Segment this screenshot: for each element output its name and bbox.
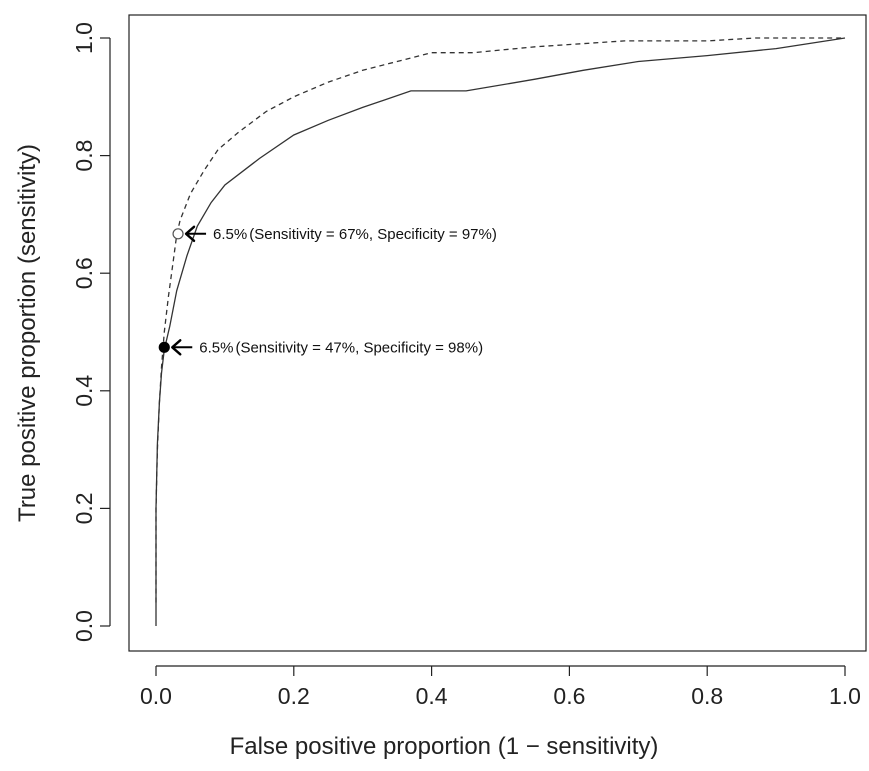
x-tick-label: 0.8 [691, 683, 723, 709]
x-tick-label: 0.6 [553, 683, 585, 709]
y-tick-label: 0.8 [71, 140, 97, 172]
x-axis: 0.0 0.2 0.4 0.6 0.8 1.0 [140, 665, 861, 709]
x-tick-label: 0.0 [140, 683, 172, 709]
annotation-label: 6.5% (Sensitivity = 47%, Specificity = 98… [199, 339, 483, 356]
annotation-detail: (Sensitivity = 67%, Specificity = 97%) [249, 226, 497, 243]
x-tick-label: 0.4 [416, 683, 448, 709]
roc-curve-dashed [155, 37, 845, 603]
y-axis-title: True positive proportion (sensitivity) [14, 144, 41, 522]
x-tick-label: 0.2 [278, 683, 310, 709]
x-tick-label: 1.0 [829, 683, 861, 709]
y-tick-label: 1.0 [71, 22, 97, 54]
annotation-detail: (Sensitivity = 47%, Specificity = 98%) [235, 339, 483, 356]
annotation-arrow-head [171, 339, 182, 356]
y-tick-label: 0.6 [71, 257, 97, 289]
annotation-cutoff: 6.5% [213, 226, 247, 243]
plot-frame [128, 14, 867, 652]
y-tick-label: 0.4 [71, 375, 97, 407]
filled-circle-marker [158, 341, 170, 353]
roc-curve-solid [155, 37, 846, 626]
annotation-label: 6.5% (Sensitivity = 67%, Specificity = 97… [213, 226, 497, 243]
y-tick-label: 0.0 [71, 610, 97, 642]
y-tick-label: 0.2 [71, 492, 97, 524]
annotation-cutoff: 6.5% [199, 339, 233, 356]
annotation-arrow-head [184, 225, 196, 243]
series-layer [155, 37, 846, 626]
annotation-layer: 6.5% (Sensitivity = 67%, Specificity = 97… [158, 225, 497, 356]
y-axis: 0.0 0.2 0.4 0.6 0.8 1.0 [71, 22, 111, 642]
open-circle-marker [172, 228, 184, 240]
x-axis-title: False positive proportion (1 − sensitivi… [230, 733, 659, 760]
